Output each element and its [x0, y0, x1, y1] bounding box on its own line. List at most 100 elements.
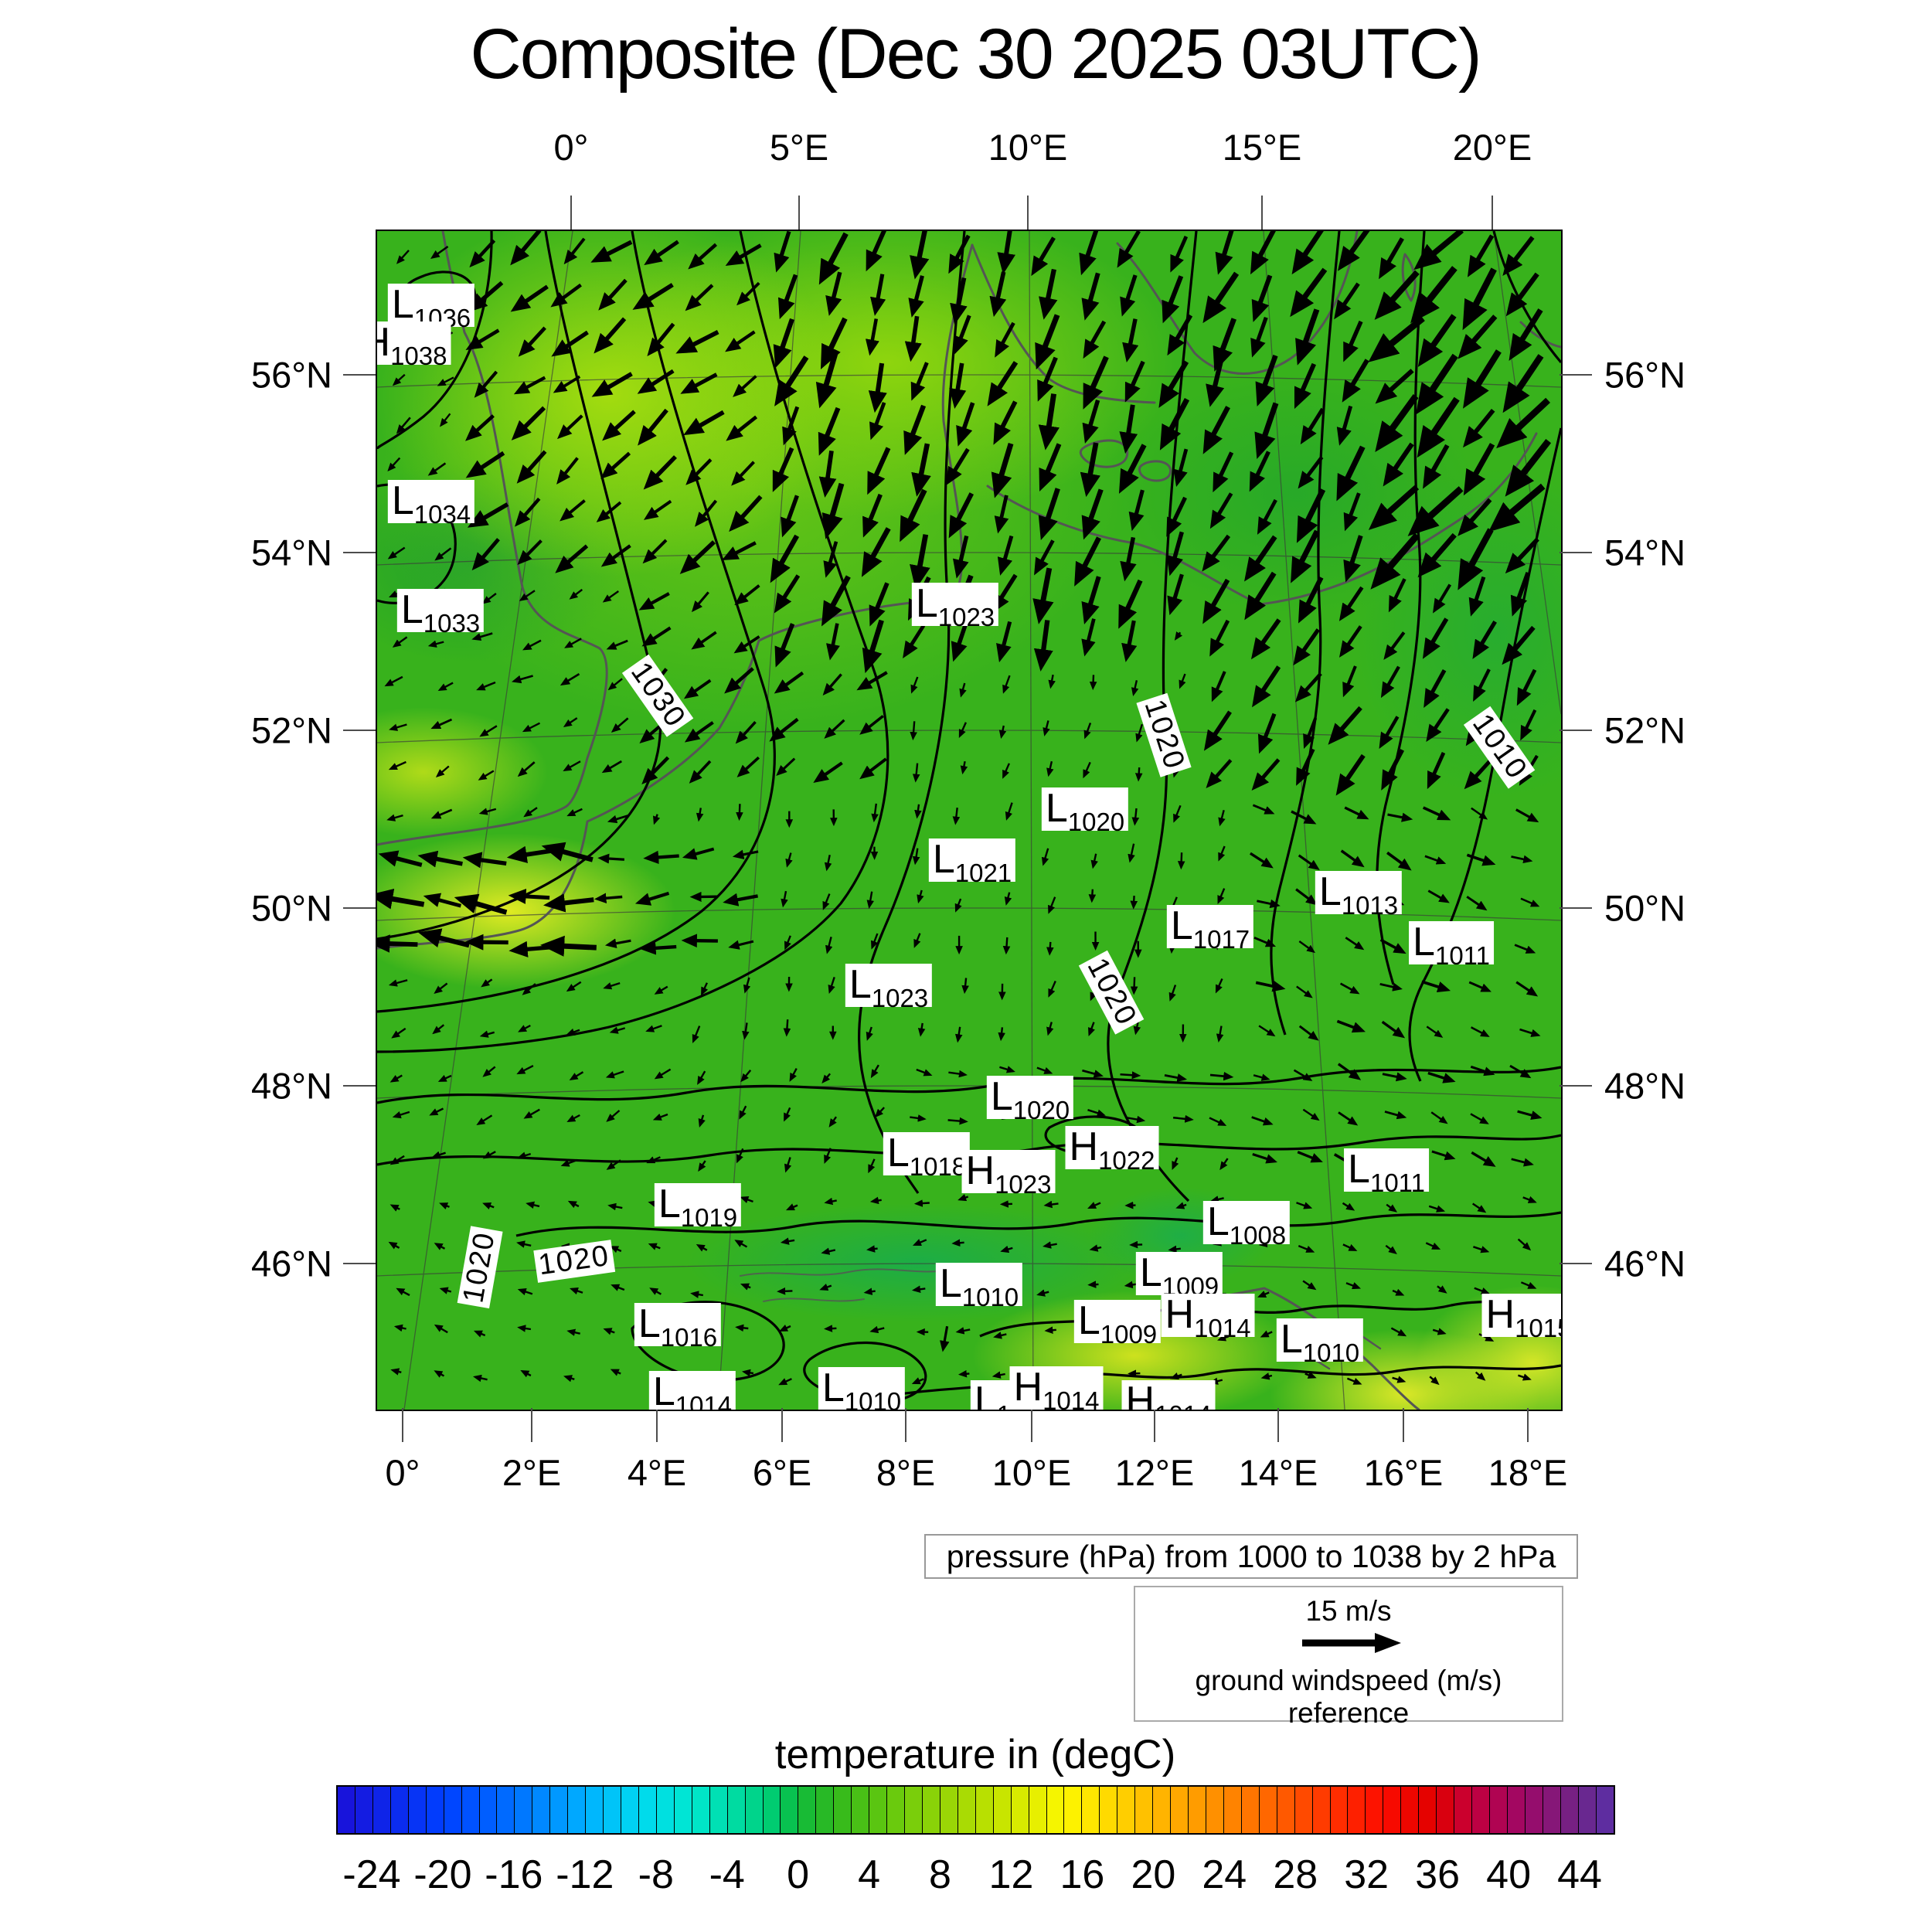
wind-arrow	[645, 1025, 662, 1032]
left-axis-tick	[343, 374, 376, 376]
wind-arrow	[390, 1368, 402, 1376]
wind-arrow	[1328, 706, 1362, 745]
wind-arrow	[1423, 669, 1447, 708]
colorbar-cell	[586, 1787, 604, 1833]
wind-arrow	[1517, 1110, 1543, 1121]
wind-arrow	[611, 1284, 625, 1291]
wind-arrow	[387, 457, 401, 472]
colorbar-cell	[975, 1787, 994, 1833]
wind-arrow	[434, 547, 452, 561]
wind-arrow	[691, 631, 717, 650]
wind-arrow	[1302, 1108, 1320, 1121]
wind-arrow	[1090, 853, 1098, 869]
wind-arrow	[1215, 231, 1234, 275]
wind-arrow	[1519, 1028, 1541, 1037]
left-axis-tick	[343, 1085, 376, 1087]
wind-arrow	[789, 1068, 798, 1082]
colorbar-cell	[1029, 1787, 1047, 1833]
wind-arrow	[569, 1071, 584, 1080]
wind-arrow	[1048, 981, 1056, 998]
wind-arrow	[682, 847, 715, 860]
wind-arrow	[653, 814, 661, 825]
wind-arrow	[1206, 356, 1225, 407]
wind-arrow	[1257, 899, 1281, 909]
colorbar-cell	[338, 1787, 355, 1833]
wind-arrow	[1089, 675, 1097, 691]
wind-arrow	[945, 447, 970, 486]
colorbar-cell	[1100, 1787, 1118, 1833]
wind-arrow	[1162, 275, 1184, 324]
top-axis-tick	[1492, 196, 1493, 230]
wind-arrow	[478, 808, 497, 815]
wind-arrow	[654, 985, 668, 995]
wind-arrow	[564, 638, 582, 648]
wind-arrow	[594, 893, 623, 903]
colorbar-cell	[1206, 1787, 1224, 1833]
wind-arrow	[1342, 359, 1369, 403]
wind-arrow	[598, 278, 628, 311]
colorbar-cell	[355, 1787, 373, 1833]
wind-arrow	[957, 1194, 969, 1202]
wind-arrow	[1172, 1157, 1179, 1171]
wind-arrow	[440, 413, 451, 427]
wind-arrow	[632, 283, 674, 310]
wind-arrow	[1252, 665, 1281, 708]
wind-arrow	[1474, 1287, 1490, 1295]
wind-arrow	[911, 443, 931, 497]
wind-arrow	[1463, 443, 1495, 496]
wind-arrow	[741, 1369, 754, 1377]
wind-arrow	[1169, 1372, 1182, 1380]
wind-arrow	[952, 807, 961, 825]
colorbar-cell	[550, 1787, 569, 1833]
wind-arrow	[1044, 1326, 1056, 1334]
wind-arrow	[991, 443, 1014, 498]
wind-arrow	[513, 376, 546, 395]
wind-arrow	[958, 722, 967, 739]
wind-arrow	[1216, 1026, 1224, 1043]
wind-arrow	[823, 541, 838, 578]
wind-arrow	[1135, 723, 1144, 743]
wind-arrow	[605, 1070, 624, 1079]
wind-arrow	[1002, 937, 1011, 955]
wind-arrow	[642, 539, 668, 564]
wind-arrow	[1427, 1071, 1456, 1083]
wind-arrow	[1250, 618, 1281, 660]
colorbar-title: temperature in (degC)	[774, 1732, 1176, 1777]
wind-arrow	[469, 239, 496, 268]
wind-arrow	[995, 321, 1015, 358]
pressure-center-h-1023: H1023	[961, 1150, 1056, 1197]
wind-arrow	[473, 1330, 486, 1338]
colorbar-cell	[408, 1787, 427, 1833]
wind-arrow	[566, 808, 583, 817]
wind-arrow	[1346, 1377, 1362, 1385]
wind-arrow	[1379, 237, 1404, 280]
wind-arrow	[392, 636, 408, 648]
wind-arrow	[1388, 578, 1406, 613]
wind-arrow	[1463, 408, 1495, 448]
wind-arrow	[1437, 1285, 1447, 1294]
wind-arrow	[1428, 1205, 1446, 1213]
wind-arrow	[1295, 888, 1318, 906]
wind-arrow	[423, 893, 462, 908]
wind-arrow	[1119, 404, 1138, 454]
wind-arrow	[439, 1287, 452, 1294]
wind-arrow	[482, 1066, 496, 1077]
wind-arrow	[430, 808, 453, 819]
colorbar-cell	[1401, 1787, 1420, 1833]
wind-arrow	[996, 621, 1012, 663]
wind-arrow	[818, 232, 849, 285]
wind-arrow	[431, 1151, 446, 1158]
wind-arrow	[1252, 804, 1275, 815]
wind-arrow	[822, 673, 842, 696]
wind-arrow	[430, 245, 449, 259]
wind-arrow	[993, 1332, 1007, 1339]
pressure-center-h-1038: H1038	[377, 321, 451, 369]
colorbar-cell	[1046, 1787, 1065, 1833]
wind-arrow	[646, 1156, 661, 1164]
wind-arrow	[911, 1285, 926, 1294]
colorbar-cell	[887, 1787, 905, 1833]
wind-arrow	[1083, 355, 1109, 410]
colorbar-cell	[1596, 1787, 1614, 1833]
wind-arrow	[821, 482, 845, 539]
wind-arrow	[508, 888, 550, 904]
